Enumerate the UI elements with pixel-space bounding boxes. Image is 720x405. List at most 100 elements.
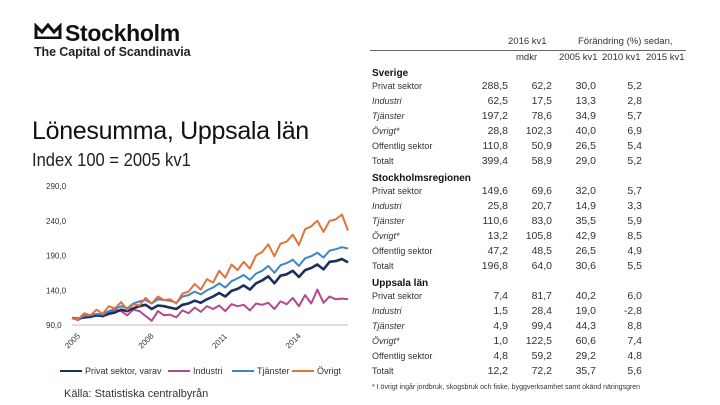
y-tick-label: 240,0 [46,217,67,226]
table-cell: 99,4 [531,320,552,332]
table-cell: 4,8 [627,350,642,362]
table-cell: 20,7 [531,200,552,212]
legend-label: Övrigt [317,366,342,376]
table-cell: 50,9 [531,140,552,152]
legend-swatch [60,370,82,372]
table-cell: 105,8 [525,230,552,242]
row-label: Offentlig sektor [372,246,433,256]
crown-icon [34,22,62,44]
table-cell: 197,2 [481,110,508,122]
table-cell: 58,9 [531,155,552,167]
table-cell: 72,2 [531,365,552,377]
table-cell: 7,4 [493,290,508,302]
table-cell: 5,5 [627,260,642,272]
table-cell: 196,8 [481,260,508,272]
table-cell: 122,5 [525,335,552,347]
table-cell: 4,9 [627,245,642,257]
legend-label: Privat sektor, varav [85,366,162,376]
table-cell: 42,9 [575,230,596,242]
header-divider [370,50,686,51]
table-cell: 13,3 [575,95,596,107]
y-tick-label: 90,0 [46,321,62,330]
table-cell: 14,9 [575,200,596,212]
table-cell: 1,0 [493,335,508,347]
legend-item-industri: Industri [168,366,223,376]
legend-label: Industri [193,366,223,376]
table-cell: 5,2 [627,155,642,167]
series-line-tjänster [71,246,349,320]
table-cell: 399,4 [481,155,508,167]
header-change: Förändring (%) sedan, [578,36,673,47]
row-label: Totalt [372,156,394,166]
row-label: Industri [372,96,402,106]
table-cell: 5,7 [627,110,642,122]
header-change-text: Förändring (%) sedan [578,36,670,47]
x-tick-label: 2011 [210,331,229,350]
row-label: Offentlig sektor [372,141,433,151]
row-label: Tjänster [372,111,405,121]
table-cell: 2,8 [627,95,642,107]
table-cell: 81,7 [531,290,552,302]
table-cell: 30,0 [575,80,596,92]
y-tick-label: 140,0 [46,286,67,295]
table-cell: 78,6 [531,110,552,122]
table-cell: 69,6 [531,185,552,197]
table-cell: 34,9 [575,110,596,122]
table-cell: 19,0 [575,305,596,317]
table-cell: 5,4 [627,140,642,152]
table-cell: 13,2 [487,230,508,242]
legend-label: Tjänster [257,366,290,376]
row-label: Övrigt* [372,126,400,136]
table-cell: 8,5 [627,230,642,242]
footnote: * I övrigt ingår jordbruk, skogsbruk och… [372,384,641,391]
table-cell: 40,2 [575,290,596,302]
page-title: Lönesumma, Uppsala län [32,117,309,145]
brand-tagline: The Capital of Scandinavia [34,45,191,59]
legend-swatch [292,370,314,372]
table-cell: 29,0 [575,155,596,167]
group-heading: Sverige [372,68,409,79]
y-tick-label: 290,0 [46,182,67,191]
table-cell: 3,3 [627,200,642,212]
legend-swatch [168,370,190,372]
table-cell: 149,6 [481,185,508,197]
row-label: Övrigt* [372,336,400,346]
brand-logo: Stockholm The Capital of Scandinavia [34,20,191,59]
header-col-2005: 2005 kv1 [559,52,598,63]
table-cell: 5,2 [627,80,642,92]
header-unit: mdkr [516,52,538,63]
chart-legend: Privat sektor, varav Industri Tjänster Ö… [60,366,360,380]
table-cell: 6,0 [627,290,642,302]
table-cell: 102,3 [525,125,552,137]
row-label: Övrigt* [372,231,400,241]
legend-swatch [232,370,254,372]
series-line-privat-sektor-varav [71,257,349,320]
row-label: Tjänster [372,321,405,331]
table-cell: 8,8 [627,320,642,332]
row-label: Privat sektor [372,186,423,196]
table-cell: 60,6 [575,335,596,347]
table-cell: 30,6 [575,260,596,272]
header-col-2015: 2015 kv1 [646,52,685,63]
header-period: 2016 kv1 [508,36,547,47]
table-cell: 48,5 [531,245,552,257]
row-label: Privat sektor [372,291,423,301]
row-label: Tjänster [372,216,405,226]
x-tick-label: 2005 [63,331,82,350]
row-label: Industri [372,306,402,316]
series-line-övrigt [71,213,349,321]
source-note: Källa: Statistiska centralbyrån [64,388,209,400]
x-tick-label: 2008 [137,331,156,350]
table-cell: 26,5 [575,245,596,257]
table-cell: 59,2 [531,350,552,362]
table-cell: 25,8 [487,200,508,212]
x-tick-label: 2014 [284,331,303,350]
table-cell: 12,2 [487,365,508,377]
table-cell: 28,8 [487,125,508,137]
legend-item-tjanster: Tjänster [232,366,290,376]
table-cell: 62,5 [487,95,508,107]
y-tick-label: 190,0 [46,252,67,261]
data-table: 2016 kv1 Förändring (%) sedan, mdkr 2005… [368,0,720,405]
table-cell: -2,8 [623,305,642,317]
brand-name: Stockholm [65,20,180,46]
